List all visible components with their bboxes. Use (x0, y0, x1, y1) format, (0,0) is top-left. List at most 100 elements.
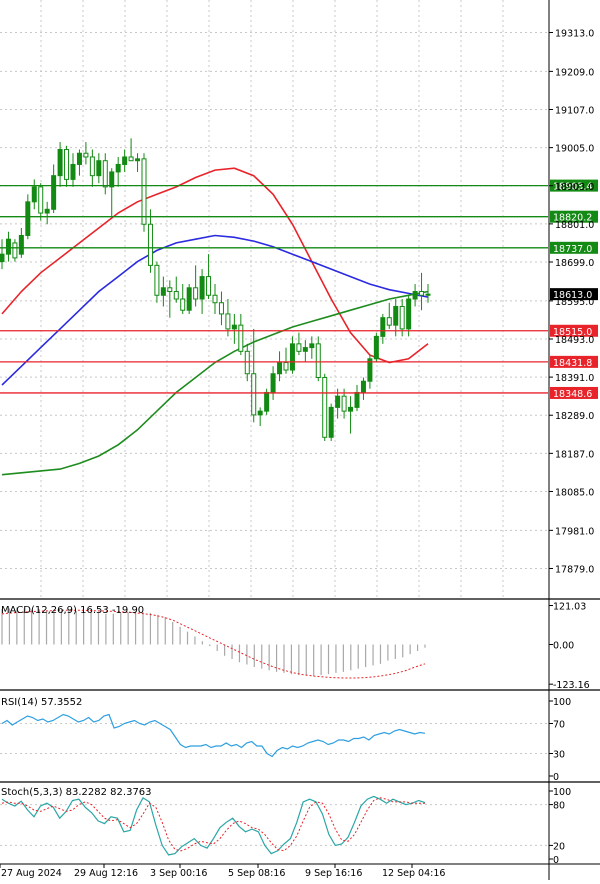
level-tag-label: 18820.2 (553, 213, 592, 224)
price-axis-label: 17879.0 (555, 564, 594, 575)
macd-label: MACD(12,26,9) 16.53 -19.90 (1, 605, 144, 616)
candle-body (218, 302, 224, 315)
macd-axis-label: 0.00 (553, 641, 574, 652)
stoch-panel: 100 80 20 0 (0, 787, 571, 866)
candle-body (141, 158, 147, 225)
candle-body (406, 298, 412, 330)
level-tag-label: 18515.0 (553, 327, 592, 338)
candle-body (206, 276, 212, 296)
time-axis-label: 27 Aug 2024 (1, 868, 62, 879)
price-axis-label: 18493.0 (555, 335, 594, 346)
candle-body (373, 335, 379, 360)
candle-body (96, 160, 102, 177)
macd-signal-line (1, 609, 426, 679)
candle-body (277, 362, 283, 375)
current-price-label: 18613.0 (553, 290, 592, 301)
candle-body (335, 395, 341, 408)
candle-body (109, 171, 115, 188)
candle-body (328, 406, 334, 438)
candle-body (51, 175, 57, 210)
time-axis-label: 12 Sep 04:16 (382, 868, 445, 879)
level-tag (550, 241, 598, 254)
candle-body (186, 287, 192, 311)
candle-body (360, 380, 366, 393)
macd-axis-label: -123.16 (553, 680, 590, 691)
ma-mid-line (1, 234, 429, 386)
candle-body (76, 152, 82, 165)
time-axis-label: 5 Sep 08:16 (228, 868, 285, 879)
price-axis-label: 18801.0 (555, 220, 594, 231)
candle-body (380, 317, 386, 337)
level-tag (550, 179, 598, 192)
time-axis: 27 Aug 2024 29 Aug 12:16 3 Sep 00:16 5 Sep … (0, 863, 600, 879)
level-tag-label: 18348.6 (553, 389, 592, 400)
candle-body (83, 152, 89, 158)
candle-body (115, 163, 121, 173)
candle-body (0, 253, 5, 263)
price-axis-label: 17981.0 (555, 526, 594, 537)
candle-body (38, 186, 44, 214)
candle-body (18, 234, 24, 255)
candle-body (44, 208, 50, 214)
candle-body (31, 186, 37, 203)
price-levels: 18903.4 18820.2 18737.0 18515.0 18431.8 18348… (0, 179, 598, 400)
candle-body (393, 305, 399, 326)
price-axis-label: 19313.0 (555, 29, 594, 40)
candle-body (367, 358, 373, 382)
level-tag (550, 355, 598, 368)
stoch-k-line (1, 795, 426, 856)
price-axis-label: 18595.0 (555, 297, 594, 308)
candle-body (173, 291, 179, 300)
candle-body (199, 276, 205, 300)
candle-body (122, 156, 128, 165)
candle-body (399, 305, 405, 330)
candle-body (348, 406, 354, 412)
candle-body (309, 343, 315, 349)
candle-body (64, 149, 70, 180)
rsi-axis-label: 30 (553, 750, 565, 761)
current-price-tag (550, 288, 598, 301)
candle-body (341, 395, 347, 412)
candle-body (244, 350, 250, 375)
candle-body (264, 391, 270, 412)
candle-body (193, 287, 199, 300)
macd-panel: 121.03 0.00 -123.16 (1, 602, 590, 691)
level-tag-label: 18431.8 (553, 358, 592, 369)
price-axis-label: 19005.0 (555, 144, 594, 155)
price-axis-label: 18289.0 (555, 411, 594, 422)
candle-body (322, 376, 328, 438)
level-tag (550, 324, 598, 337)
candle-body (89, 156, 95, 177)
candle-body (238, 324, 244, 352)
rsi-axis-label: 70 (553, 720, 565, 731)
candle-body (425, 293, 431, 296)
candle-body (354, 391, 360, 408)
rsi-line (1, 713, 426, 758)
stoch-axis-label: 80 (553, 801, 565, 812)
candle-body (289, 343, 295, 371)
price-axis-label: 18699.0 (555, 258, 594, 269)
candle-body (270, 373, 276, 393)
stoch-label: Stoch(5,3,3) 83.2282 82.3763 (1, 787, 152, 798)
candle-body (70, 163, 76, 180)
candle-body (296, 343, 302, 352)
candle-body (231, 324, 237, 330)
price-axis-label: 18085.0 (555, 487, 594, 498)
candle-body (419, 291, 425, 296)
macd-axis-label: 121.03 (553, 602, 586, 613)
candle-body (180, 298, 186, 311)
candle-body (128, 156, 134, 162)
level-tag-label: 18737.0 (553, 244, 592, 255)
candle-body (302, 347, 308, 352)
time-axis-label: 29 Aug 12:16 (74, 868, 138, 879)
candle-body (25, 201, 31, 236)
price-axis-label: 19209.0 (555, 67, 594, 78)
candle-body (160, 287, 166, 296)
candle-body (167, 287, 173, 293)
stoch-axis-label: 20 (553, 841, 565, 852)
level-tag-label: 18903.4 (553, 182, 592, 193)
candle-body (135, 158, 141, 162)
